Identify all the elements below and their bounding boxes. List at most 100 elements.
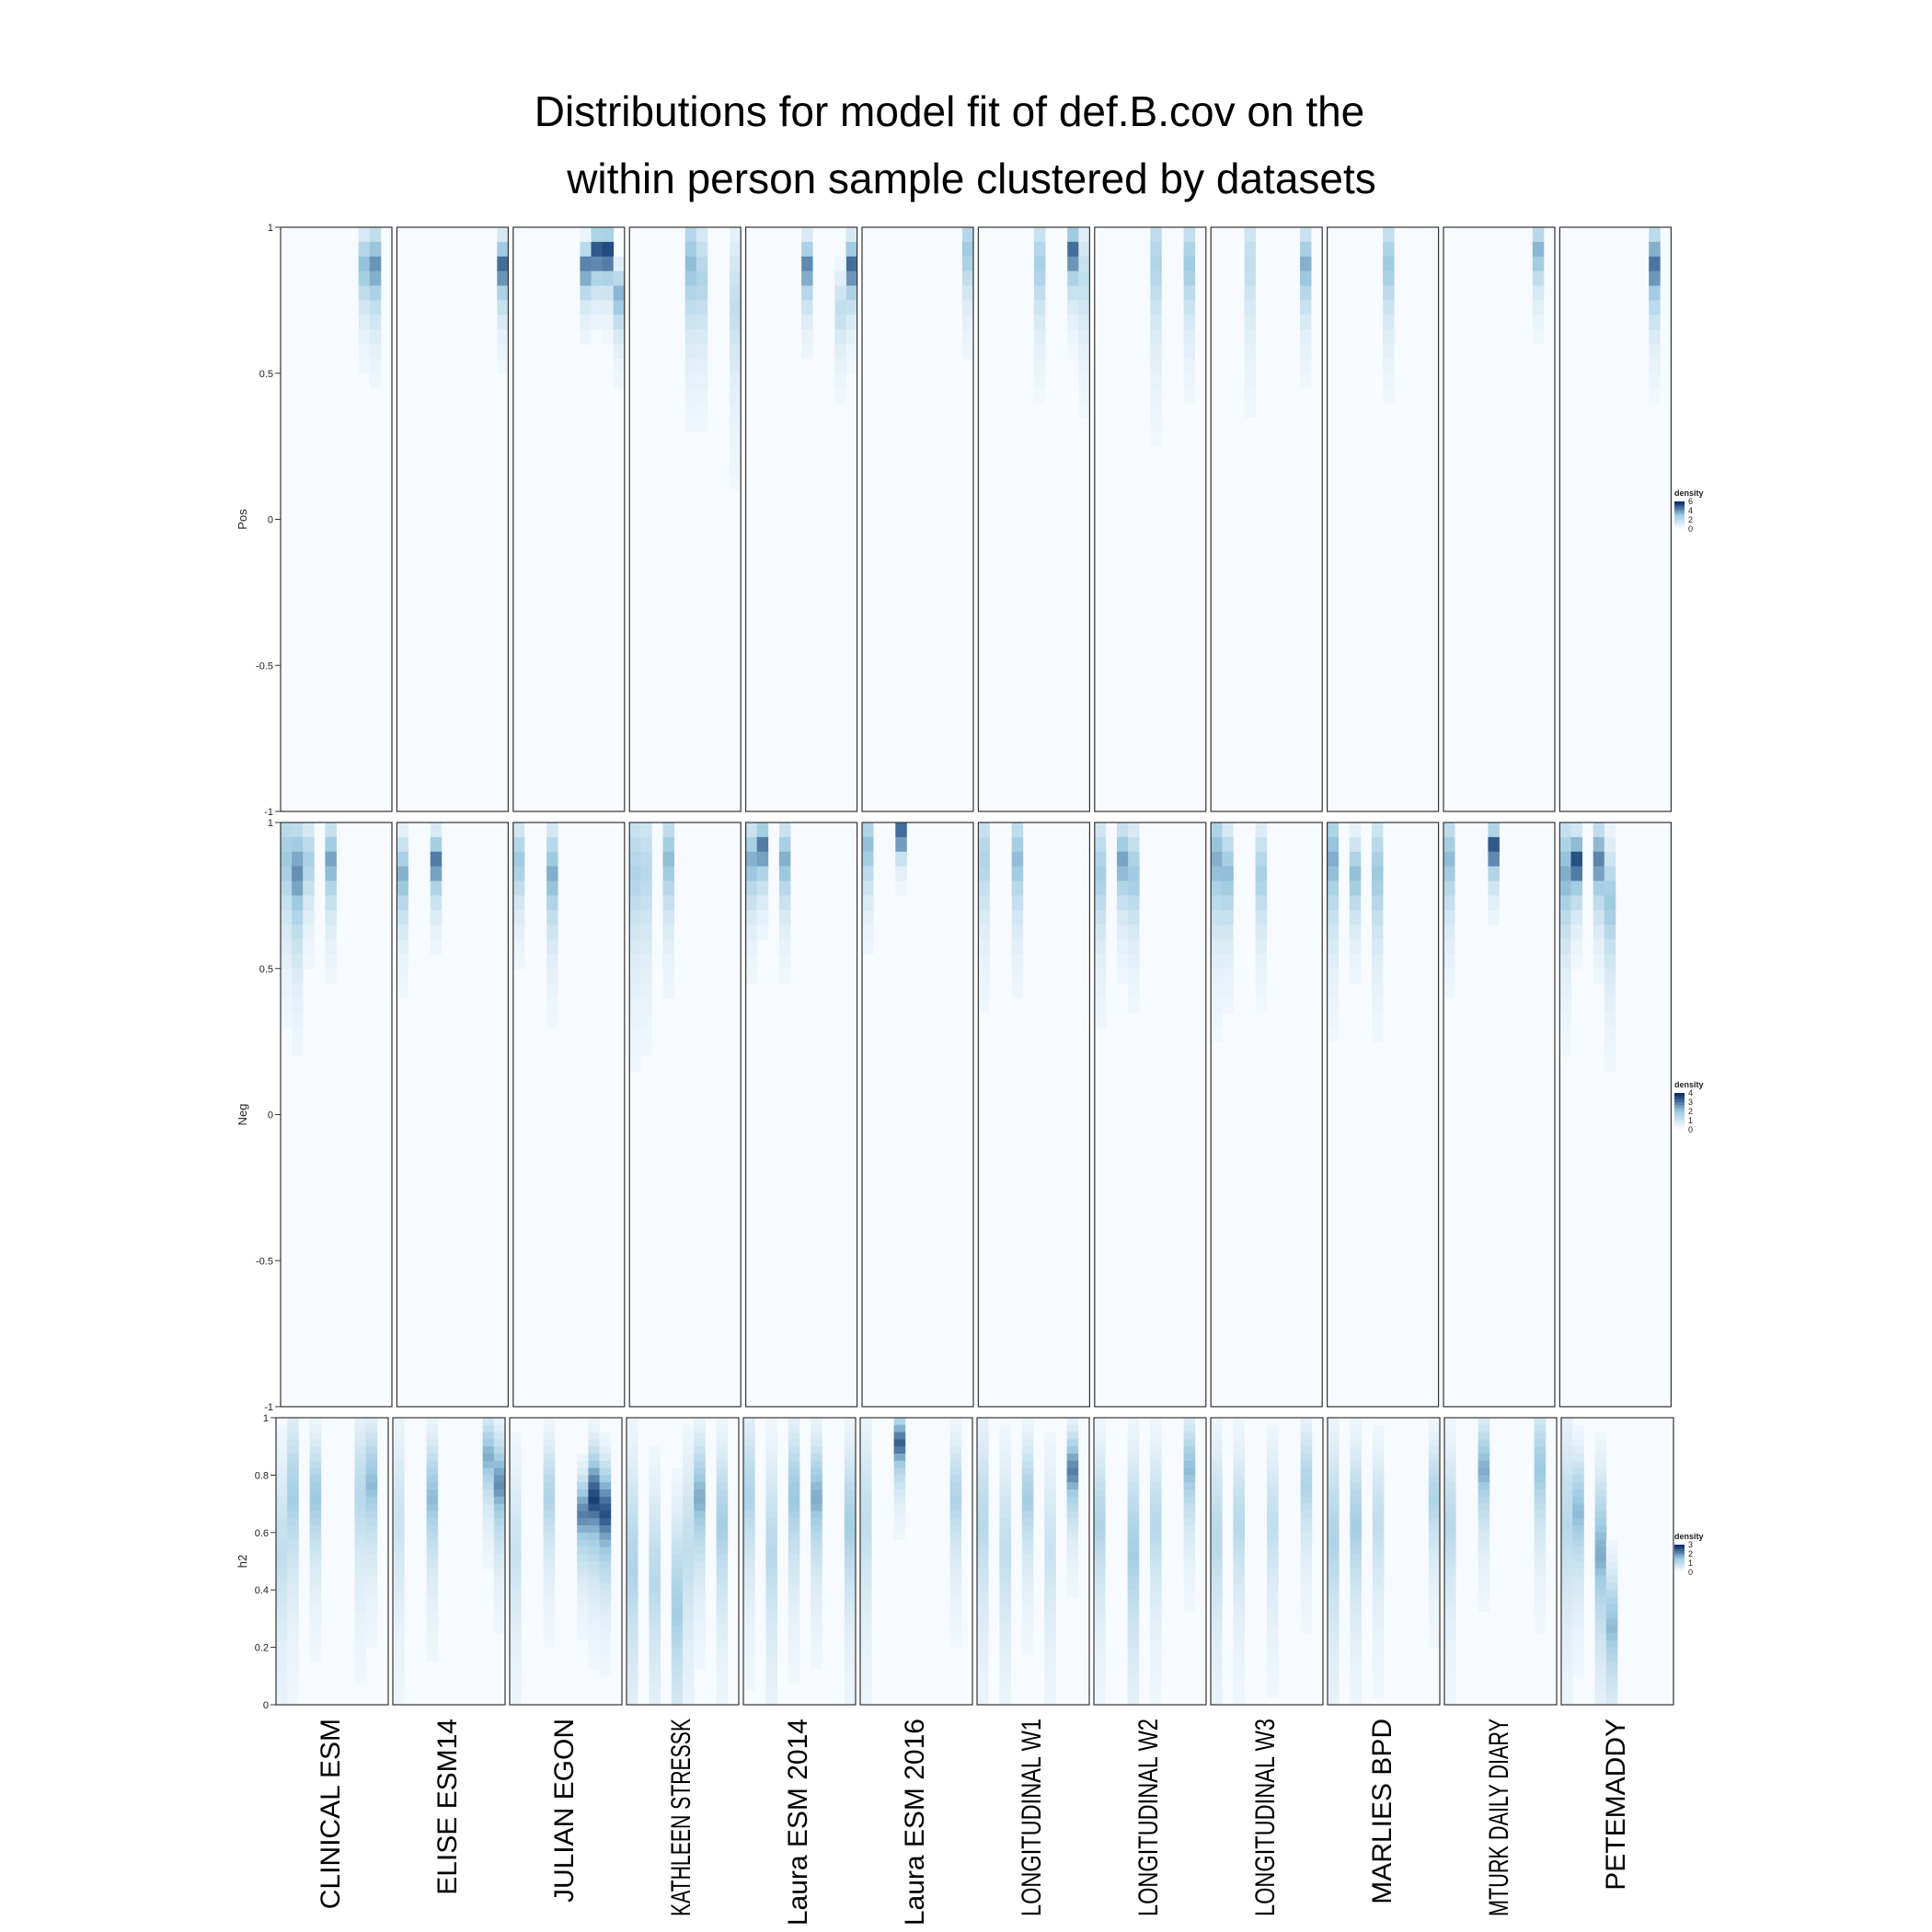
density-cell (1327, 925, 1340, 940)
legend-swatch-neg (1674, 1102, 1685, 1106)
density-cell (811, 1532, 822, 1541)
density-cell (426, 1503, 439, 1512)
density-cell (512, 910, 525, 926)
density-cell (834, 270, 846, 287)
density-cell (430, 822, 443, 838)
density-cell (1372, 822, 1384, 838)
density-cell (1478, 1432, 1490, 1440)
density-cell (683, 1467, 695, 1476)
density-cell (860, 1582, 872, 1591)
density-cell (577, 1582, 589, 1591)
density-cell (325, 953, 337, 970)
density-cell (649, 1675, 661, 1685)
density-cell (1300, 1575, 1313, 1583)
density-cell (588, 1639, 600, 1649)
density-cell (512, 953, 525, 970)
density-cell (801, 344, 813, 360)
density-cell (649, 1518, 661, 1526)
density-cell (276, 1611, 288, 1619)
density-cell (1233, 1662, 1245, 1670)
density-cell (977, 1683, 989, 1691)
density-cell (1594, 1604, 1607, 1613)
density-cell (1150, 329, 1162, 345)
legend-swatch-h2 (1674, 1558, 1685, 1561)
density-cell (696, 315, 708, 330)
density-cell (999, 1539, 1011, 1547)
density-cell (365, 1597, 378, 1605)
density-cell (1350, 1697, 1362, 1706)
density-cell (1444, 1575, 1456, 1583)
density-cell (716, 1539, 729, 1547)
density-cell (1428, 1511, 1441, 1519)
density-cell (1593, 866, 1605, 882)
density-cell (1350, 1511, 1362, 1519)
density-cell (354, 1604, 366, 1613)
density-cell (1233, 1446, 1245, 1455)
density-cell (662, 925, 674, 940)
density-cell (640, 953, 652, 970)
density-cell (1605, 1669, 1618, 1677)
density-cell (1372, 1669, 1385, 1677)
legend-swatch-pos (1674, 526, 1685, 530)
density-cell (1267, 1633, 1279, 1641)
density-cell (730, 285, 742, 301)
density-cell (1233, 1675, 1245, 1685)
density-cell (599, 1626, 612, 1634)
density-cell (1044, 1633, 1056, 1641)
density-cell (1211, 1683, 1223, 1691)
density-cell (1150, 1496, 1162, 1505)
density-cell (1478, 1454, 1490, 1462)
legend-swatch-neg (1674, 1114, 1685, 1119)
panel-neg-petemaddy (1558, 822, 1673, 1408)
density-cell (1150, 1525, 1162, 1534)
density-cell (649, 1482, 661, 1490)
y-axis-label-pos: Pos (236, 509, 249, 530)
density-cell (1372, 968, 1384, 984)
density-cell (627, 1590, 638, 1598)
density-cell (1594, 1575, 1607, 1583)
density-cell (999, 1503, 1011, 1512)
density-cell (684, 285, 697, 301)
density-cell (1559, 822, 1571, 838)
density-cell (716, 1647, 729, 1655)
density-cell (393, 1525, 405, 1534)
density-cell (287, 1683, 299, 1691)
panel-border (742, 1417, 857, 1706)
density-cell (1372, 910, 1384, 926)
density-cell (393, 1604, 405, 1613)
density-cell (844, 1690, 857, 1698)
density-cell (1183, 227, 1196, 243)
density-cell (1066, 1547, 1079, 1555)
density-cell (1572, 1518, 1584, 1526)
density-cell (1605, 1575, 1618, 1583)
density-cell (1267, 1539, 1279, 1547)
density-cell (949, 1618, 962, 1627)
density-cell (287, 1503, 299, 1512)
density-cell (510, 1511, 522, 1519)
density-cell (1211, 1496, 1223, 1505)
density-cell (999, 1597, 1011, 1605)
density-cell (844, 1439, 857, 1447)
density-cell (1211, 1554, 1223, 1562)
density-cell (276, 1446, 288, 1455)
density-cell (1066, 1561, 1079, 1570)
density-cell (393, 1675, 405, 1685)
density-cell (1033, 344, 1046, 360)
density-cell (743, 1626, 755, 1634)
x-tick-label-laura-esm-2014: Laura ESM 2014 (783, 1719, 813, 1926)
density-cell (1150, 315, 1162, 330)
density-cell (640, 866, 652, 882)
density-cell (1372, 1568, 1385, 1577)
density-cell (1561, 1597, 1573, 1605)
density-cell (1128, 939, 1140, 955)
density-cell (1372, 1460, 1385, 1469)
density-cell (1572, 1446, 1584, 1455)
density-cell (1534, 1575, 1547, 1583)
density-cell (1594, 1662, 1607, 1670)
density-cell (694, 1618, 706, 1627)
density-cell (599, 1496, 612, 1505)
density-cell (1349, 910, 1362, 926)
density-cell (999, 1439, 1011, 1447)
density-cell (1128, 983, 1140, 999)
density-cell (788, 1626, 800, 1634)
